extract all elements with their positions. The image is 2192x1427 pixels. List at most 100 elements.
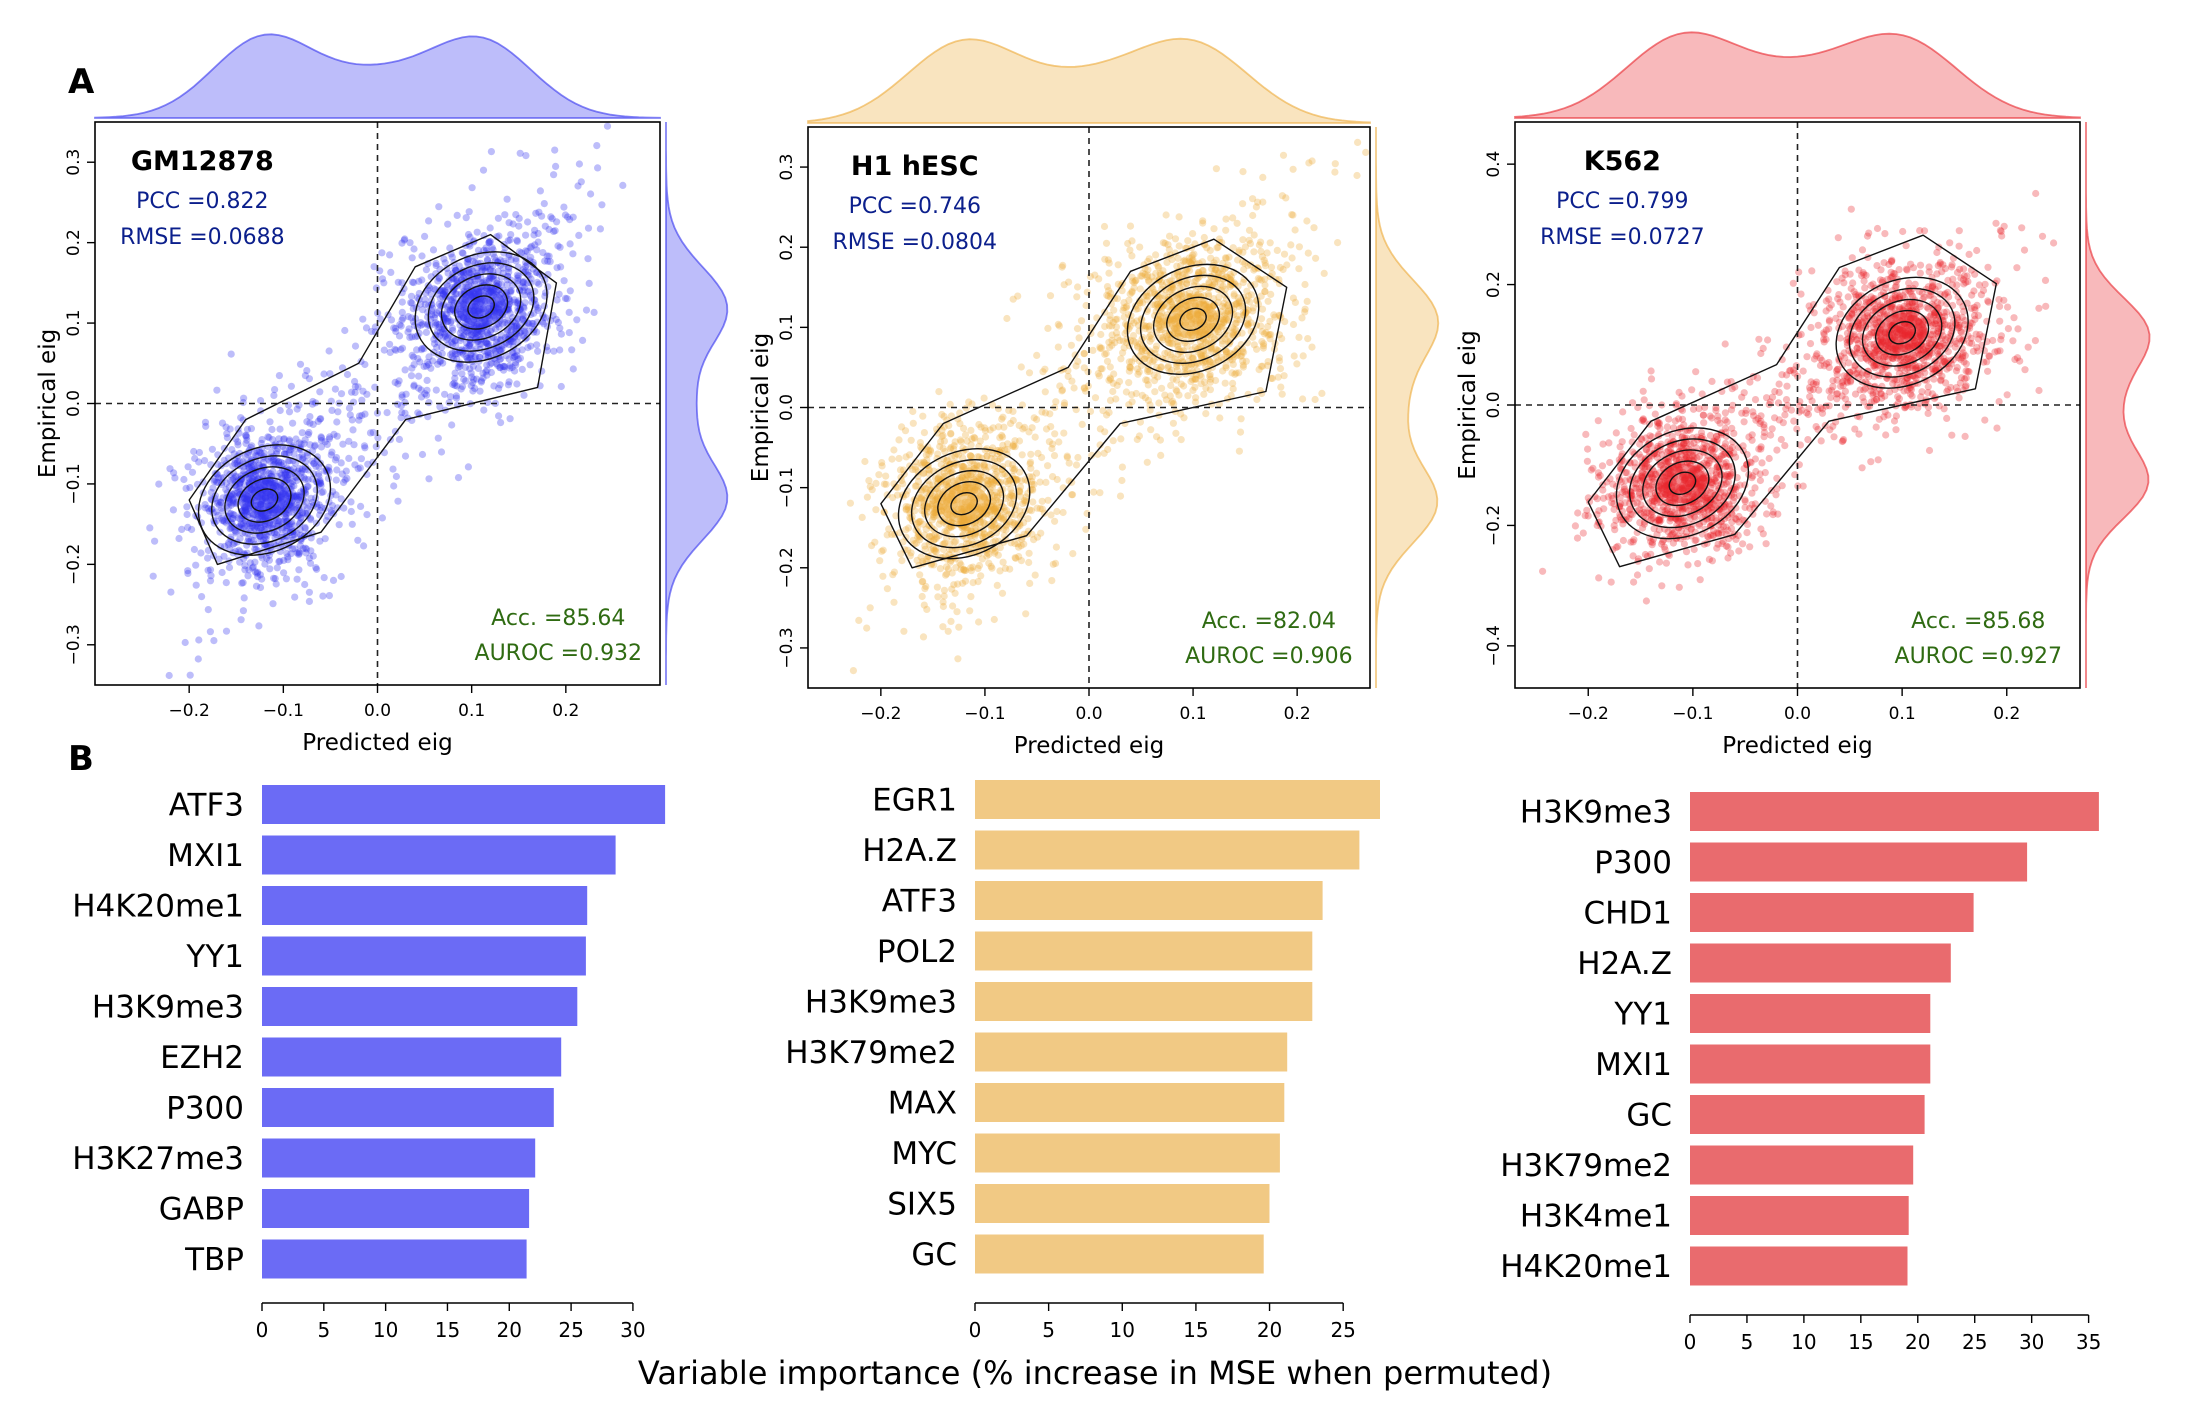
scatter-point xyxy=(1052,543,1060,551)
scatter-point xyxy=(991,464,999,473)
scatter-point xyxy=(561,294,570,302)
scatter-point xyxy=(331,385,339,393)
scatter-point xyxy=(372,443,380,451)
scatter-point xyxy=(317,504,326,512)
scatter-point xyxy=(577,178,585,186)
panel-label-a: A xyxy=(68,62,95,102)
scatter-point xyxy=(476,387,484,395)
scatter-point xyxy=(218,568,226,577)
scatter-point xyxy=(281,471,289,479)
scatter-point xyxy=(265,433,273,442)
scatter-point xyxy=(451,374,459,382)
scatter-point xyxy=(234,441,242,449)
scatter-point xyxy=(291,593,299,601)
scatter-point xyxy=(1144,381,1152,389)
scatter-point xyxy=(291,492,299,500)
scatter-point xyxy=(234,461,242,469)
scatter-point xyxy=(477,378,485,386)
scatter-point xyxy=(486,224,494,232)
scatter-point xyxy=(280,556,288,565)
scatter-point xyxy=(360,542,368,550)
scatter-point xyxy=(458,249,466,257)
scatter-point xyxy=(1304,249,1312,257)
scatter-point xyxy=(452,337,460,345)
scatter-point xyxy=(202,422,210,430)
scatter-point xyxy=(1212,256,1220,264)
scatter-point xyxy=(483,263,491,271)
scatter-point xyxy=(339,478,348,487)
scatter-point xyxy=(204,606,212,614)
scatter-point xyxy=(596,225,605,233)
scatter-point xyxy=(861,457,869,466)
scatter-point xyxy=(986,426,994,434)
scatter-point xyxy=(1152,251,1160,259)
scatter-point xyxy=(291,459,300,467)
scatter-point xyxy=(389,465,397,473)
scatter-point xyxy=(463,328,472,336)
scatter-point xyxy=(557,382,565,391)
scatter-point xyxy=(184,567,192,575)
y-tick-label: −0.3 xyxy=(64,624,84,665)
scatter-point xyxy=(275,558,283,566)
scatter-point xyxy=(433,343,441,352)
accuracy-label: Acc. =82.04 xyxy=(1202,609,1336,634)
scatter-point xyxy=(1046,292,1055,300)
scatter-point xyxy=(1112,395,1120,403)
scatter-point xyxy=(451,350,460,358)
scatter-point xyxy=(505,253,513,261)
scatter-point xyxy=(316,537,324,545)
scatter-point xyxy=(496,381,504,389)
accuracy-label: Acc. =85.64 xyxy=(491,606,625,631)
scatter-point xyxy=(457,385,465,393)
scatter-point xyxy=(1033,351,1041,359)
scatter-point xyxy=(343,474,351,482)
scatter-point xyxy=(1144,396,1153,405)
scatter-point xyxy=(534,238,542,246)
scatter-point xyxy=(317,437,325,445)
scatter-point xyxy=(1157,451,1165,459)
scatter-point xyxy=(1038,408,1046,416)
scatter-point xyxy=(1126,290,1134,298)
scatter-point xyxy=(1289,320,1298,329)
scatter-point xyxy=(282,575,290,583)
scatter-point xyxy=(328,502,336,510)
scatter-point xyxy=(1282,194,1290,202)
scatter-point xyxy=(418,450,427,459)
scatter-point xyxy=(1158,384,1166,392)
scatter-point xyxy=(293,575,301,583)
scatter-point xyxy=(149,572,157,580)
scatter-point xyxy=(184,463,192,471)
scatter-point xyxy=(950,538,958,546)
scatter-point xyxy=(961,431,970,439)
scatter-point xyxy=(312,486,320,494)
rmse-label: RMSE =0.0804 xyxy=(833,230,998,255)
scatter-point xyxy=(959,579,967,587)
scatter-point xyxy=(865,477,873,485)
scatter-point xyxy=(1112,329,1121,337)
scatter-point xyxy=(303,367,311,375)
scatter-point xyxy=(1208,333,1216,342)
scatter-point xyxy=(418,344,426,352)
scatter-point xyxy=(907,514,915,523)
scatter-point xyxy=(2010,314,2018,322)
scatter-point xyxy=(1114,261,1122,269)
scatter-point xyxy=(505,340,513,349)
scatter-point xyxy=(947,617,955,626)
scatter-point xyxy=(225,563,234,572)
scatter-point xyxy=(345,454,353,462)
scatter-point xyxy=(360,442,369,450)
scatter-point xyxy=(526,291,535,299)
scatter-point xyxy=(238,579,246,587)
scatter-point xyxy=(351,388,359,397)
scatter-point xyxy=(1104,445,1112,454)
y-tick-label: −0.3 xyxy=(777,627,797,668)
scatter-point xyxy=(513,237,522,245)
scatter-point xyxy=(1224,307,1232,316)
scatter-point xyxy=(1042,425,1051,433)
scatter-point xyxy=(1083,288,1091,296)
scatter-point xyxy=(1200,390,1208,398)
scatter-point xyxy=(415,372,423,380)
scatter-point xyxy=(561,211,570,219)
scatter-point xyxy=(1645,565,1653,573)
scatter-point xyxy=(165,671,173,680)
